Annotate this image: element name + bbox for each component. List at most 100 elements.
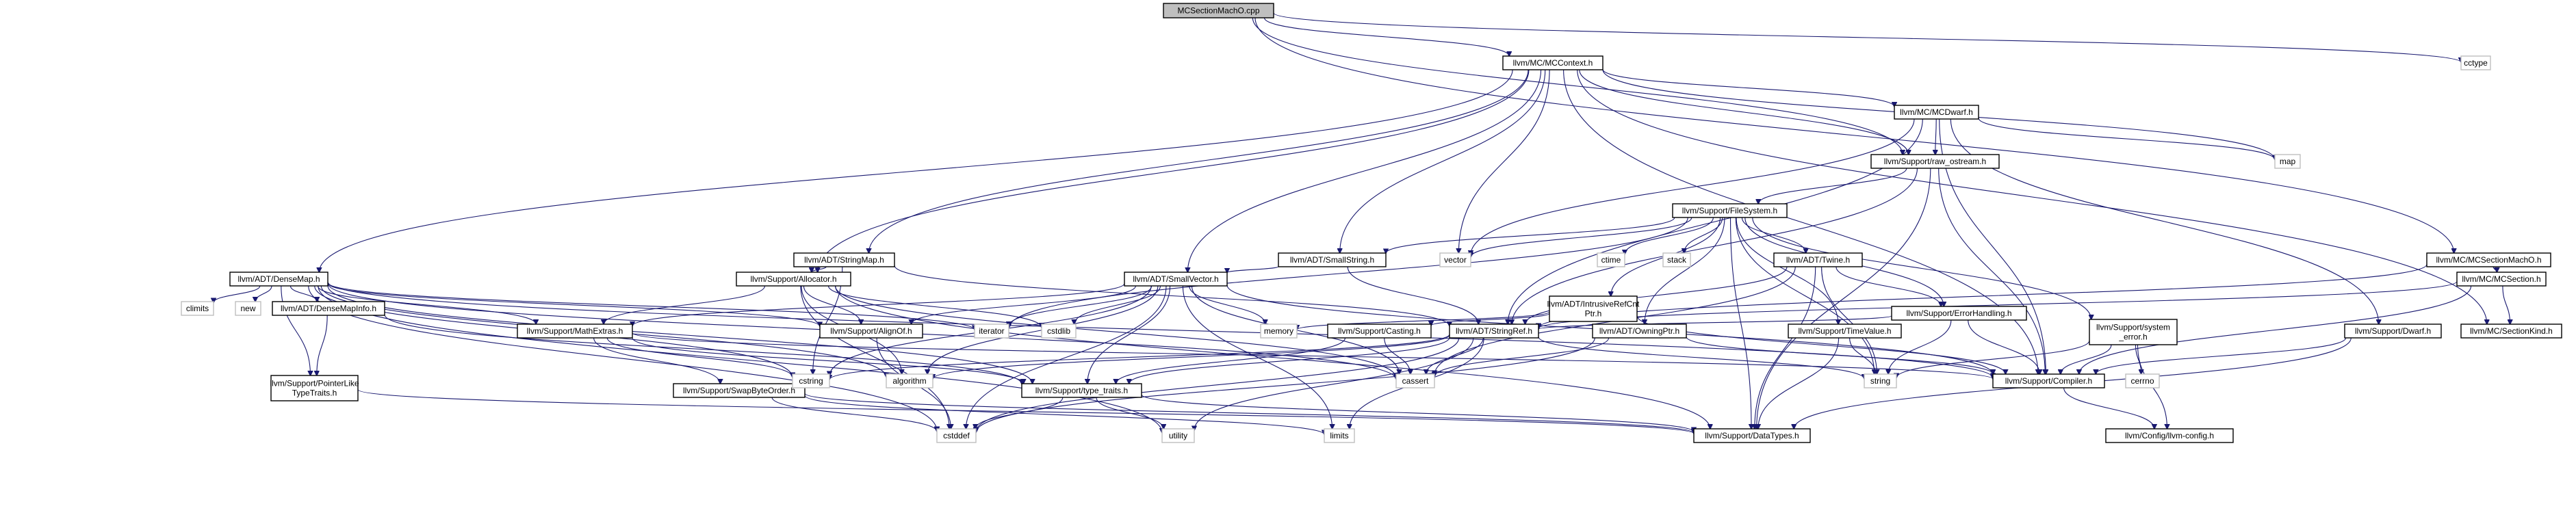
node-limits-box <box>1324 428 1355 443</box>
edge-filesystem-to-stack <box>1684 217 1723 253</box>
edges-layer <box>214 12 2510 434</box>
edge-mcdwarf-to-stringref <box>1508 118 1923 324</box>
node-cstdlib: cstdlib <box>1041 323 1077 339</box>
node-raw_ostream[interactable]: llvm/Support/raw_ostream.h <box>1870 154 2000 169</box>
node-cerrno: cerrno <box>2125 373 2160 388</box>
edge-type_traits-to-cstddef <box>975 397 1064 429</box>
edge-smallvector-to-cstddef <box>966 285 1167 429</box>
node-compiler[interactable]: llvm/Support/Compiler.h <box>1992 373 2105 388</box>
node-mcsectionmacho[interactable]: llvm/MC/MCSectionMachO.h <box>2426 252 2551 267</box>
node-smallstring[interactable]: llvm/ADT/SmallString.h <box>1278 252 1387 267</box>
node-alignof-label-line-0: llvm/Support/AlignOf.h <box>830 326 912 336</box>
node-compiler-label-line-0: llvm/Support/Compiler.h <box>2005 376 2092 386</box>
node-mcsectionmacho-box <box>2426 252 2551 267</box>
node-mcsection-box <box>2456 272 2547 287</box>
node-vector-box <box>1439 252 1471 267</box>
edge-owningptr-to-cassert <box>1434 337 1610 377</box>
edge-raw_ostream-to-filesystem <box>1758 168 1907 204</box>
edge-densemap-to-climits <box>214 285 261 303</box>
node-twine-label-line-0: llvm/ADT/Twine.h <box>1786 255 1850 265</box>
node-stack: stack <box>1662 252 1691 267</box>
node-densemapinfo[interactable]: llvm/ADT/DenseMapInfo.h <box>272 301 385 316</box>
node-alignof[interactable]: llvm/Support/AlignOf.h <box>819 323 923 339</box>
node-errorhandling-box <box>1891 306 2027 321</box>
node-raw_ostream-label-line-0: llvm/Support/raw_ostream.h <box>1884 157 1986 166</box>
edge-smallvector-to-limits <box>1182 285 1332 429</box>
node-root: MCSectionMachO.cpp <box>1163 3 1274 18</box>
node-new-box <box>235 301 261 316</box>
node-owningptr[interactable]: llvm/ADT/OwningPtr.h <box>1592 323 1687 339</box>
node-stringmap[interactable]: llvm/ADT/StringMap.h <box>793 252 895 267</box>
edge-densemap-to-cstddef <box>308 285 937 431</box>
node-type_traits[interactable]: llvm/Support/type_traits.h <box>1021 383 1142 398</box>
node-swapbyteorder-label-line-0: llvm/Support/SwapByteOrder.h <box>683 386 795 395</box>
edge-mccontext-to-vector <box>1458 69 1550 253</box>
edge-stringref-to-utility <box>1194 337 1474 430</box>
node-memory-box <box>1260 323 1298 339</box>
node-mccontext-box <box>1502 55 1603 70</box>
node-cstddef: cstddef <box>936 428 977 443</box>
edge-stringref-to-cstddef <box>976 337 1460 432</box>
node-climits-label-line-0: climits <box>186 304 209 313</box>
node-stringref[interactable]: llvm/ADT/StringRef.h <box>1449 323 1539 339</box>
edge-swapbyteorder-to-cstddef <box>771 397 937 432</box>
node-iterator-box <box>974 323 1009 339</box>
node-vector-label-line-0: vector <box>1444 255 1467 265</box>
node-dwarf[interactable]: llvm/Support/Dwarf.h <box>2344 323 2442 339</box>
node-llvmconfig-label-line-0: llvm/Config/llvm-config.h <box>2125 431 2214 440</box>
node-twine[interactable]: llvm/ADT/Twine.h <box>1773 252 1863 267</box>
node-casting[interactable]: llvm/Support/Casting.h <box>1327 323 1432 339</box>
edge-twine-to-string <box>1821 266 1877 374</box>
edge-system_error-to-string <box>1896 340 2090 378</box>
edge-timevalue-to-string <box>1849 337 1876 374</box>
node-utility-box <box>1161 428 1195 443</box>
node-mathextras-box <box>517 323 633 339</box>
node-climits: climits <box>181 301 214 316</box>
node-intrusiverefcnt-box <box>1549 295 1638 322</box>
node-smallvector-box <box>1124 272 1228 287</box>
node-cstring: cstring <box>792 373 830 388</box>
node-densemap[interactable]: llvm/ADT/DenseMap.h <box>229 272 329 287</box>
edge-mccontext-to-densemap <box>319 69 1513 272</box>
node-errorhandling-label-line-0: llvm/Support/ErrorHandling.h <box>1906 308 2011 318</box>
node-mathextras[interactable]: llvm/Support/MathExtras.h <box>517 323 633 339</box>
edge-swapbyteorder-to-datatypes <box>804 393 1694 433</box>
edge-allocator-to-mathextras <box>604 285 766 324</box>
node-stringref-label-line-0: llvm/ADT/StringRef.h <box>1456 326 1532 336</box>
node-llvmconfig[interactable]: llvm/Config/llvm-config.h <box>2105 428 2234 443</box>
node-allocator[interactable]: llvm/Support/Allocator.h <box>736 272 851 287</box>
node-mcdwarf-label-line-0: llvm/MC/MCDwarf.h <box>1900 107 1973 117</box>
node-timevalue-box <box>1788 323 1902 339</box>
node-filesystem-box <box>1672 203 1788 218</box>
node-mcsection[interactable]: llvm/MC/MCSection.h <box>2456 272 2547 287</box>
edge-stringref-to-algorithm <box>933 334 1450 379</box>
node-errorhandling[interactable]: llvm/Support/ErrorHandling.h <box>1891 306 2027 321</box>
node-cassert: cassert <box>1395 373 1435 388</box>
edge-mcsectionmacho-to-mcsection <box>2493 266 2497 272</box>
node-iterator-label-line-0: iterator <box>979 326 1004 336</box>
node-pointerliketypetraits-label-line-1: TypeTraits.h <box>292 388 337 398</box>
edge-mathextras-to-compiler <box>632 332 1993 379</box>
node-root-label-line-0: MCSectionMachO.cpp <box>1177 6 1259 16</box>
edge-mcsection-to-compiler <box>2079 285 2472 374</box>
edge-filesystem-to-vector <box>1471 217 1692 257</box>
edge-root-to-cctype <box>1273 12 2461 62</box>
node-casting-box <box>1327 323 1432 339</box>
node-timevalue[interactable]: llvm/Support/TimeValue.h <box>1788 323 1902 339</box>
edge-intrusiverefcnt-to-casting <box>1431 313 1550 326</box>
node-mcdwarf[interactable]: llvm/MC/MCDwarf.h <box>1894 105 1979 120</box>
node-swapbyteorder[interactable]: llvm/Support/SwapByteOrder.h <box>673 383 806 398</box>
node-sectionkind[interactable]: llvm/MC/SectionKind.h <box>2460 323 2562 339</box>
node-mccontext[interactable]: llvm/MC/MCContext.h <box>1502 55 1603 70</box>
node-climits-box <box>181 301 214 316</box>
edge-raw_ostream-to-datatypes <box>1757 168 1931 429</box>
node-system_error[interactable]: llvm/Support/system_error.h <box>2089 319 2178 345</box>
node-smallvector[interactable]: llvm/ADT/SmallVector.h <box>1124 272 1228 287</box>
node-limits-label-line-0: limits <box>1330 431 1348 440</box>
node-twine-box <box>1773 252 1863 267</box>
node-datatypes[interactable]: llvm/Support/DataTypes.h <box>1693 428 1811 443</box>
node-mcsectionmacho-label-line-0: llvm/MC/MCSectionMachO.h <box>2436 255 2541 265</box>
node-filesystem[interactable]: llvm/Support/FileSystem.h <box>1672 203 1788 218</box>
